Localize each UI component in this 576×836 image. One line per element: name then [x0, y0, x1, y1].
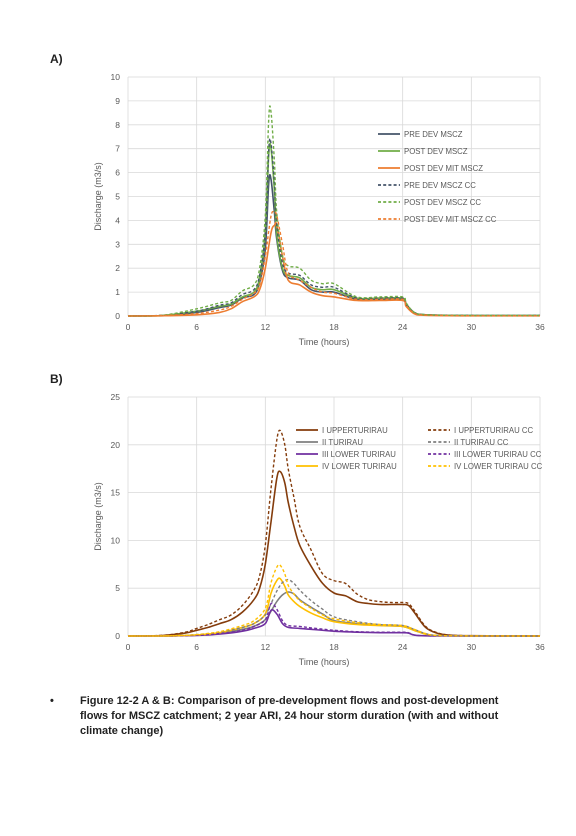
legend-label: I UPPERTURIRAU [322, 426, 388, 435]
legend-label: POST DEV MSCZ [404, 147, 468, 156]
x-tick-label: 24 [398, 322, 408, 332]
x-tick-label: 18 [329, 322, 339, 332]
y-tick-label: 7 [115, 144, 120, 154]
chart-b: 0 5 10 15 20 25 0 6 12 18 24 30 36 Time (hours) Discha… [93, 392, 545, 667]
series-line [127, 602, 540, 637]
legend-label: POST DEV MIT MSCZ [404, 164, 483, 173]
y-tick-label: 6 [115, 168, 120, 178]
legend-label: POST DEV MSCZ CC [404, 198, 481, 207]
x-tick-label: 36 [535, 642, 545, 652]
series-line [127, 211, 541, 317]
y-tick-label: 20 [111, 440, 121, 450]
caption-bullet: • [50, 695, 54, 707]
legend-label: PRE DEV MSCZ [404, 130, 463, 139]
caption-text: Figure 12-2 A & B: Comparison of pre-dev… [80, 695, 499, 737]
x-tick-label: 30 [467, 322, 477, 332]
x-tick-label: 36 [535, 322, 545, 332]
y-tick-label: 0 [115, 631, 120, 641]
y-tick-label: 5 [115, 583, 120, 593]
x-tick-label: 12 [261, 642, 271, 652]
panel-a-label: A) [50, 52, 63, 66]
legend-label: III LOWER TURIRAU [322, 450, 396, 459]
y-tick-label: 9 [115, 96, 120, 106]
x-tick-label: 0 [126, 642, 131, 652]
legend-label: II TURIRAU [322, 438, 363, 447]
y-tick-label: 1 [115, 287, 120, 297]
legend-label: PRE DEV MSCZ CC [404, 181, 476, 190]
x-tick-label: 24 [398, 642, 408, 652]
legend-label: II TURIRAU CC [454, 438, 509, 447]
y-tick-label: 4 [115, 215, 120, 225]
y-tick-label: 8 [115, 120, 120, 130]
x-tick-label: 0 [126, 322, 131, 332]
y-axis-label: Discharge (m3/s) [93, 162, 103, 231]
series-line [127, 470, 541, 637]
y-tick-label: 15 [111, 488, 121, 498]
y-tick-label: 10 [111, 72, 121, 82]
x-tick-label: 6 [194, 322, 199, 332]
y-tick-label: 0 [115, 311, 120, 321]
y-tick-label: 5 [115, 192, 120, 202]
y-tick-label: 2 [115, 263, 120, 273]
y-tick-label: 25 [111, 392, 121, 402]
series-line [127, 429, 541, 637]
x-axis-label: Time (hours) [299, 337, 350, 347]
legend-label: IV LOWER TURIRAU CC [454, 462, 543, 471]
legend-label: IV LOWER TURIRAU [322, 462, 397, 471]
x-tick-label: 30 [467, 642, 477, 652]
x-tick-label: 6 [194, 642, 199, 652]
series-line [127, 563, 541, 637]
y-tick-label: 10 [111, 535, 121, 545]
legend-label: I UPPERTURIRAU CC [454, 426, 534, 435]
series-line [127, 105, 541, 317]
legend-label: III LOWER TURIRAU CC [454, 450, 542, 459]
x-tick-label: 18 [329, 642, 339, 652]
legend-label: POST DEV MIT MSCZ CC [404, 215, 497, 224]
panel-b-label: B) [50, 372, 63, 386]
y-tick-label: 3 [115, 239, 120, 249]
x-axis-label: Time (hours) [299, 657, 350, 667]
x-tick-label: 12 [261, 322, 271, 332]
y-axis-label: Discharge (m3/s) [93, 482, 103, 551]
